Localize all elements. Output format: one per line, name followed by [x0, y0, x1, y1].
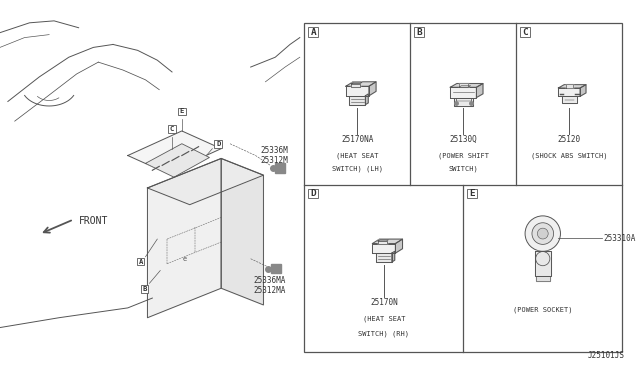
Polygon shape — [365, 94, 368, 105]
Polygon shape — [349, 96, 365, 105]
Polygon shape — [566, 84, 573, 88]
Text: (POWER SHIFT: (POWER SHIFT — [438, 152, 489, 159]
Text: 25130Q: 25130Q — [449, 135, 477, 144]
Polygon shape — [392, 251, 395, 262]
Text: 253310A: 253310A — [604, 234, 636, 243]
Text: (SHOCK ABS SWITCH): (SHOCK ABS SWITCH) — [531, 152, 607, 159]
Polygon shape — [454, 97, 473, 106]
Polygon shape — [451, 84, 483, 87]
Polygon shape — [275, 163, 285, 173]
Polygon shape — [147, 158, 264, 205]
FancyBboxPatch shape — [214, 140, 222, 148]
Text: SWITCH): SWITCH) — [449, 165, 478, 171]
Text: SWITCH) (LH): SWITCH) (LH) — [332, 165, 383, 171]
FancyBboxPatch shape — [137, 258, 145, 266]
Polygon shape — [372, 239, 403, 244]
Text: A: A — [138, 259, 143, 265]
Polygon shape — [451, 87, 476, 97]
Polygon shape — [372, 244, 396, 253]
Polygon shape — [459, 83, 468, 87]
Polygon shape — [378, 240, 388, 241]
Polygon shape — [396, 239, 403, 253]
Polygon shape — [351, 84, 360, 87]
Polygon shape — [351, 82, 362, 84]
Text: FRONT: FRONT — [79, 217, 108, 227]
Polygon shape — [558, 85, 586, 88]
Circle shape — [525, 216, 561, 251]
Text: J25101JS: J25101JS — [588, 351, 624, 360]
Text: SWITCH) (RH): SWITCH) (RH) — [358, 331, 410, 337]
Text: C: C — [522, 28, 528, 36]
Polygon shape — [147, 158, 221, 318]
Polygon shape — [221, 158, 264, 305]
Text: 25170N: 25170N — [370, 298, 398, 307]
Polygon shape — [562, 96, 577, 103]
Circle shape — [538, 228, 548, 239]
Text: 25312MA: 25312MA — [253, 286, 286, 295]
Polygon shape — [145, 144, 209, 177]
Polygon shape — [376, 253, 392, 262]
Text: A: A — [310, 28, 316, 36]
FancyBboxPatch shape — [308, 189, 318, 198]
Text: C: C — [170, 126, 174, 132]
Polygon shape — [271, 264, 281, 273]
Polygon shape — [346, 86, 369, 96]
Text: (HEAT SEAT: (HEAT SEAT — [336, 152, 379, 159]
Circle shape — [532, 223, 554, 244]
FancyBboxPatch shape — [520, 27, 530, 37]
Text: 25312M: 25312M — [260, 156, 288, 165]
Text: e: e — [182, 256, 187, 262]
Polygon shape — [580, 85, 586, 96]
Polygon shape — [459, 86, 470, 87]
Polygon shape — [128, 131, 221, 173]
Text: D: D — [310, 189, 316, 198]
Polygon shape — [369, 82, 376, 96]
Text: 25336M: 25336M — [260, 146, 288, 155]
FancyBboxPatch shape — [467, 189, 477, 198]
FancyBboxPatch shape — [178, 108, 186, 115]
Polygon shape — [378, 241, 387, 244]
Text: E: E — [469, 189, 475, 198]
Text: D: D — [216, 141, 220, 147]
Text: B: B — [417, 28, 422, 36]
Polygon shape — [558, 88, 580, 96]
Polygon shape — [0, 3, 300, 369]
Text: 25170NA: 25170NA — [341, 135, 374, 144]
Polygon shape — [476, 84, 483, 97]
Text: (POWER SOCKET): (POWER SOCKET) — [513, 307, 573, 313]
FancyBboxPatch shape — [141, 285, 148, 293]
FancyBboxPatch shape — [414, 27, 424, 37]
Text: 25336MA: 25336MA — [253, 276, 286, 285]
Text: 25120: 25120 — [557, 135, 581, 144]
Polygon shape — [536, 276, 550, 281]
Polygon shape — [346, 82, 376, 86]
Text: B: B — [142, 286, 147, 292]
FancyBboxPatch shape — [308, 27, 318, 37]
Text: (HEAT SEAT: (HEAT SEAT — [363, 315, 405, 322]
Text: E: E — [180, 108, 184, 114]
Polygon shape — [535, 251, 550, 276]
FancyBboxPatch shape — [168, 125, 176, 133]
